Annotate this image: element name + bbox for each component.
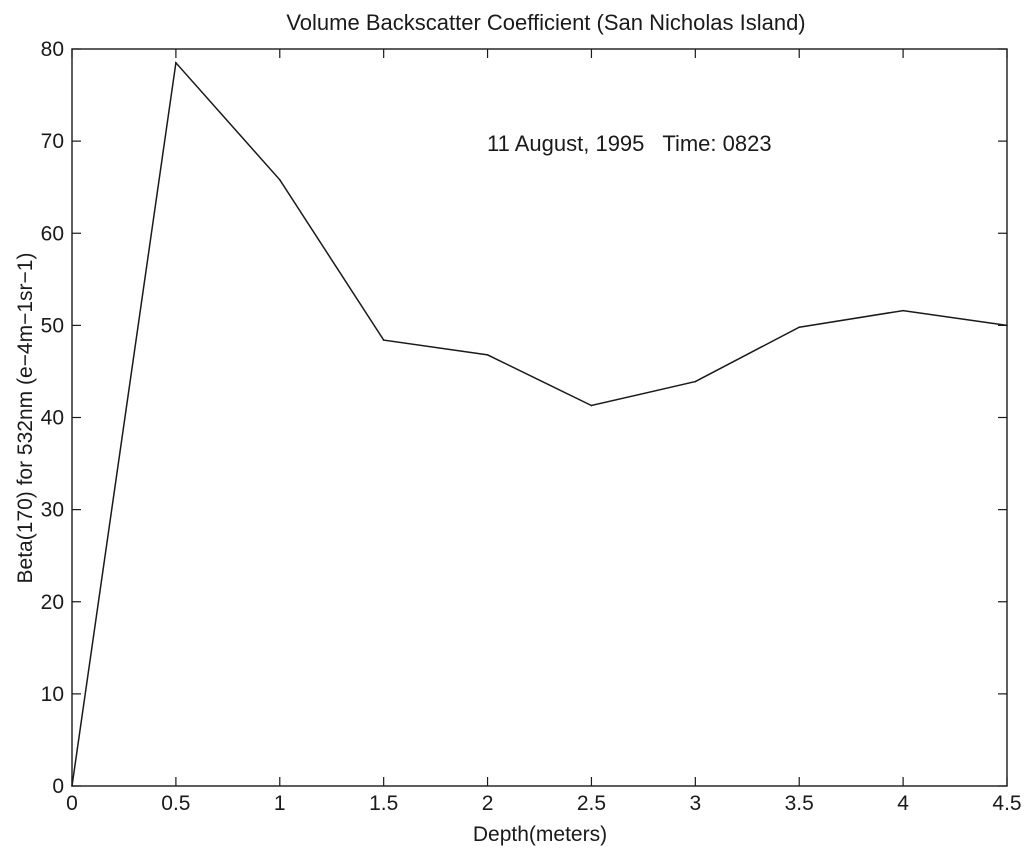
y-tick-label: 10 (41, 683, 64, 706)
data-point (486, 354, 489, 356)
axis-frame (71, 48, 1008, 787)
y-tick-label: 30 (41, 499, 64, 522)
x-tick-label: 0.5 (161, 792, 190, 815)
x-tick-label: 2 (482, 792, 494, 815)
series-group (71, 61, 1008, 787)
x-tick-label: 1.5 (369, 792, 398, 815)
chart-title: Volume Backscatter Coefficient (San Nich… (286, 10, 805, 35)
y-tick-label: 80 (41, 38, 64, 61)
date-time-annotation: 11 August, 1995 Time: 0823 (487, 131, 772, 156)
plot-area: 0 0.5 1 1.5 2 2.5 3 3.5 4 4.5 0 10 20 30 40 50 60 70 80 (41, 38, 1022, 815)
y-axis-label: Beta(170) for 532nm (e−4m−1sr−1) (14, 253, 37, 584)
data-point (175, 62, 177, 64)
x-tick-label: 3 (689, 792, 701, 815)
data-point (71, 785, 73, 787)
x-tick-label: 1 (274, 792, 286, 815)
x-axis-label: Depth(meters) (473, 823, 607, 846)
y-tick-label: 40 (41, 407, 64, 430)
data-point (694, 380, 697, 383)
y-axis-ticks: 0 10 20 30 40 50 60 70 80 (41, 38, 1007, 798)
y-tick-label: 60 (41, 222, 64, 245)
data-point (382, 339, 385, 341)
y-tick-label: 0 (52, 775, 64, 798)
y-tick-label: 20 (41, 591, 64, 614)
x-tick-label: 3.5 (785, 792, 814, 815)
data-point (902, 309, 904, 312)
x-tick-label: 4 (897, 792, 909, 815)
x-tick-label: 2.5 (577, 792, 606, 815)
y-tick-label: 70 (41, 130, 64, 153)
data-point (278, 179, 281, 181)
x-axis-ticks: 0 0.5 1 1.5 2 2.5 3 3.5 4 4.5 (66, 49, 1022, 815)
x-tick-label: 0 (66, 792, 78, 815)
data-point (798, 326, 801, 329)
data-point (1006, 324, 1008, 327)
x-tick-label: 4.5 (992, 792, 1021, 815)
series-line (71, 61, 1008, 787)
y-tick-label: 50 (41, 314, 64, 337)
data-point (590, 404, 593, 407)
